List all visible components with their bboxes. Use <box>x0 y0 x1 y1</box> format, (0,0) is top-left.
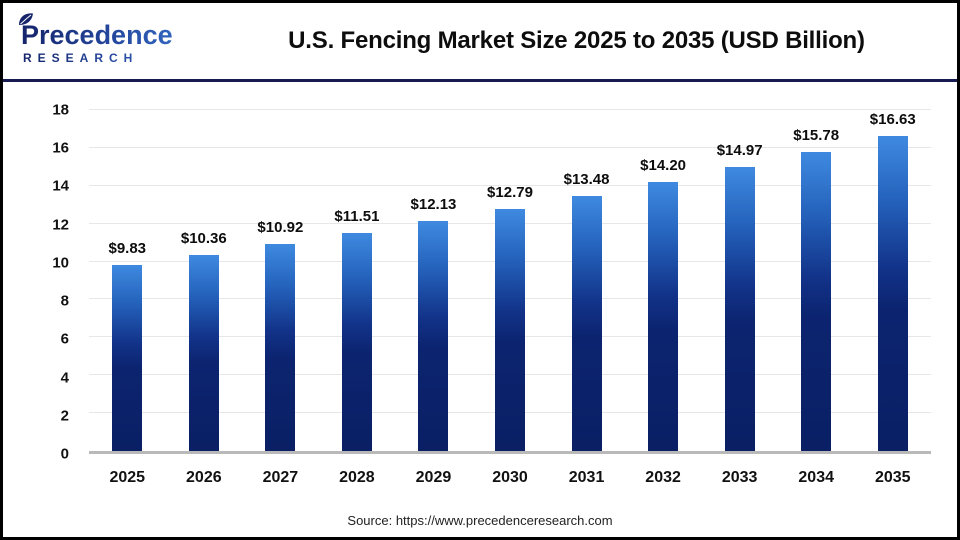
bar <box>341 232 372 451</box>
y-axis: 0 2 4 6 8 10 12 14 16 18 <box>3 103 81 462</box>
x-axis: 2025 2026 2027 2028 2029 2030 2031 2032 2033 2034… <box>89 469 931 487</box>
x-axis-tick-label: 2032 <box>645 469 681 486</box>
logo-name: Precedence <box>21 22 226 49</box>
bar-series: $9.83 $10.36 $10.92 $11.51 $12.13 $12.79 $13.4… <box>89 110 931 451</box>
bar-column: $14.97 <box>701 110 778 451</box>
y-axis-tick-label: 8 <box>60 292 69 310</box>
bar-value-label: $14.97 <box>716 142 763 160</box>
logo-subname: RESEARCH <box>21 52 226 64</box>
y-axis-tick-label: 2 <box>60 407 69 425</box>
bar-value-label: $13.48 <box>563 170 610 188</box>
y-axis-tick-label: 10 <box>52 254 69 272</box>
y-axis-tick-label: 18 <box>52 101 69 119</box>
bar-value-label: $12.79 <box>487 183 533 201</box>
bar <box>877 135 908 451</box>
bar-value-label: $15.78 <box>793 127 840 145</box>
bar <box>188 254 219 451</box>
x-axis-tick-label: 2034 <box>798 469 834 486</box>
bar-value-label: $10.92 <box>257 219 304 237</box>
bar <box>418 221 449 451</box>
plot-area: $9.83 $10.36 $10.92 $11.51 $12.13 $12.79 $13.4… <box>89 109 931 454</box>
bar-value-label: $9.83 <box>108 239 147 257</box>
bar-column: $10.92 <box>242 110 319 451</box>
bar-column: $12.13 <box>395 110 472 451</box>
bar-value-label: $10.36 <box>180 229 227 247</box>
bar-column: $16.63 <box>854 110 931 451</box>
gridline <box>89 146 931 148</box>
y-axis-tick-label: 16 <box>52 139 69 157</box>
x-axis-tick-label: 2029 <box>415 469 452 486</box>
bar-value-label: $12.13 <box>410 196 457 214</box>
bar-value-label: $11.51 <box>334 207 380 225</box>
gridline <box>89 184 931 186</box>
x-axis-tick-label: 2026 <box>186 469 222 486</box>
bar-column: $9.83 <box>89 110 166 451</box>
y-axis-tick-label: 12 <box>52 216 69 234</box>
y-axis-tick-label: 6 <box>60 330 69 348</box>
x-axis-tick-label: 2028 <box>339 469 375 486</box>
x-axis-tick-label: 2035 <box>874 469 911 486</box>
bar <box>801 152 832 451</box>
bar-column: $11.51 <box>319 110 396 451</box>
chart-panel: 0 2 4 6 8 10 12 14 16 18 $9.83 $10.36 $10.92 $11.51 $… <box>3 82 957 537</box>
x-axis-tick-label: 2030 <box>492 469 528 486</box>
x-axis-tick-label: 2033 <box>721 469 758 486</box>
bar-value-label: $16.63 <box>869 110 916 128</box>
bar <box>724 167 755 451</box>
bar-column: $15.78 <box>778 110 855 451</box>
bar <box>495 208 525 451</box>
gridline <box>89 109 931 110</box>
source-text: Source: https://www.precedenceresearch.c… <box>347 513 613 528</box>
bar-column: $12.79 <box>472 110 549 451</box>
x-axis-tick-label: 2027 <box>262 469 299 486</box>
bar <box>265 244 296 451</box>
x-axis-tick-label: 2025 <box>109 469 146 486</box>
y-axis-tick-label: 4 <box>60 369 69 387</box>
header: Precedence RESEARCH U.S. Fencing Market … <box>3 3 957 79</box>
bar-value-label: $14.20 <box>640 157 687 174</box>
bar <box>648 182 679 451</box>
leaf-icon <box>19 13 33 25</box>
logo: Precedence RESEARCH <box>19 13 226 64</box>
bar <box>571 195 602 451</box>
bar-column: $14.20 <box>625 110 702 451</box>
bar-column: $10.36 <box>166 110 243 451</box>
x-axis-tick-label: 2031 <box>568 469 605 486</box>
bar <box>112 264 143 451</box>
header-divider <box>3 79 957 82</box>
y-axis-tick-label: 14 <box>52 177 69 195</box>
bar-column: $13.48 <box>548 110 625 451</box>
chart-title: U.S. Fencing Market Size 2025 to 2035 (U… <box>288 27 865 54</box>
y-axis-tick-label: 0 <box>60 445 69 463</box>
